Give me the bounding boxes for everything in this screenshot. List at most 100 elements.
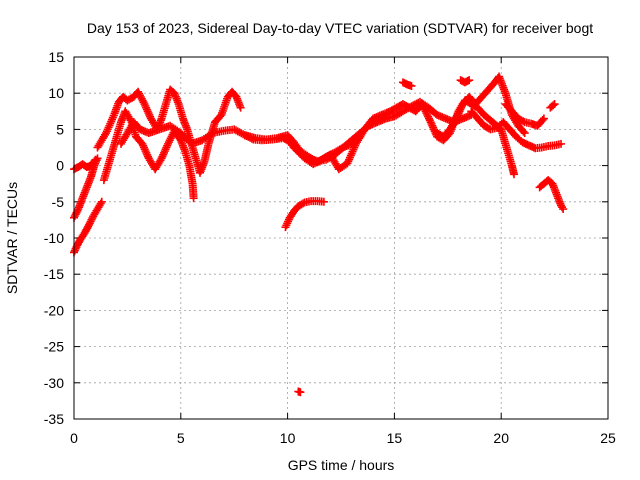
data-point — [85, 219, 94, 228]
x-tick-label: 15 — [387, 430, 403, 446]
data-point — [136, 93, 145, 102]
series-track-h — [290, 132, 365, 166]
y-tick-label: -30 — [44, 375, 64, 391]
data-point — [91, 155, 100, 164]
data-point — [539, 114, 548, 123]
data-point — [164, 138, 173, 147]
series-track-o — [535, 176, 568, 214]
data-point — [425, 114, 434, 123]
data-point — [138, 139, 147, 148]
series-track-p — [546, 100, 559, 112]
series-track-e — [99, 107, 198, 203]
data-point — [418, 100, 427, 109]
data-point — [426, 118, 435, 127]
data-point — [167, 132, 176, 141]
data-point — [90, 157, 99, 166]
data-point — [356, 132, 365, 141]
data-point — [189, 194, 198, 203]
data-point — [296, 388, 305, 397]
data-point — [319, 197, 328, 206]
series-track-k — [433, 72, 529, 141]
data-point — [84, 220, 93, 229]
series-track-m — [467, 107, 566, 153]
data-point — [425, 116, 434, 125]
data-point — [137, 94, 146, 103]
data-point — [142, 148, 151, 157]
data-point — [97, 197, 106, 206]
data-point — [141, 101, 150, 110]
data-point — [454, 109, 463, 118]
series-track-l — [456, 76, 474, 87]
data-point — [96, 199, 105, 208]
data-point — [143, 150, 152, 159]
data-point — [158, 152, 167, 161]
data-point — [140, 145, 149, 154]
series-track-n — [501, 100, 548, 130]
data-point — [299, 199, 308, 208]
y-tick-label: -25 — [44, 339, 64, 355]
data-point — [157, 154, 166, 163]
y-axis-label: SDTVAR / TECUs — [4, 182, 20, 294]
data-point — [453, 112, 462, 121]
data-point — [159, 148, 168, 157]
series-track-d — [93, 85, 245, 177]
data-point — [519, 117, 528, 126]
plot-frame — [73, 56, 609, 420]
data-point — [239, 130, 248, 139]
data-point — [140, 100, 149, 109]
data-point — [453, 110, 462, 119]
data-point — [422, 109, 431, 118]
data-point — [419, 101, 428, 110]
x-axis-label: GPS time / hours — [288, 457, 395, 473]
tick-labels: 0 5 10 15 20 25 -35 -30 -25 -20 -15 -10 -5 0 5 10 15 — [44, 49, 616, 446]
series-track-q — [294, 387, 305, 397]
data-point — [510, 170, 519, 179]
data-point — [429, 123, 438, 132]
data-point — [452, 114, 461, 123]
data-point — [421, 107, 430, 116]
y-tick-label: -20 — [44, 302, 64, 318]
data-point — [538, 115, 547, 124]
data-point — [456, 105, 465, 114]
series-track-j — [398, 78, 416, 90]
y-tick-label: 15 — [48, 49, 64, 65]
data-point — [165, 136, 174, 145]
data-point — [87, 215, 96, 224]
data-point — [549, 101, 558, 110]
chart-title: Day 153 of 2023, Sidereal Day-to-day VTE… — [87, 20, 593, 36]
data-point — [138, 96, 147, 105]
data-point — [160, 147, 169, 156]
x-tick-label: 10 — [280, 430, 296, 446]
data-point — [162, 143, 171, 152]
y-tick-label: 10 — [48, 85, 64, 101]
data-point — [465, 76, 474, 85]
data-point — [139, 143, 148, 152]
x-tick-label: 5 — [177, 430, 185, 446]
data-point — [139, 141, 148, 150]
x-tick-label: 25 — [600, 430, 616, 446]
data-point — [236, 103, 245, 112]
series-track-b — [70, 154, 102, 222]
data-point — [161, 145, 170, 154]
data-point — [139, 98, 148, 107]
data-point — [71, 244, 80, 253]
data-point — [423, 110, 432, 119]
data-point — [163, 141, 172, 150]
data-point — [557, 139, 566, 148]
data-point — [354, 133, 363, 142]
y-tick-label: 0 — [56, 158, 64, 174]
data-point — [424, 112, 433, 121]
x-tick-label: 20 — [493, 430, 509, 446]
y-tick-label: -15 — [44, 266, 64, 282]
y-tick-label: 5 — [56, 121, 64, 137]
data-point — [419, 103, 428, 112]
series-track-a — [70, 197, 106, 257]
data-point — [70, 211, 79, 220]
data-point — [163, 139, 172, 148]
y-tick-label: -35 — [44, 411, 64, 427]
data-point — [141, 147, 150, 156]
data-point — [142, 105, 151, 114]
data-point — [455, 107, 464, 116]
data-point — [428, 121, 437, 130]
